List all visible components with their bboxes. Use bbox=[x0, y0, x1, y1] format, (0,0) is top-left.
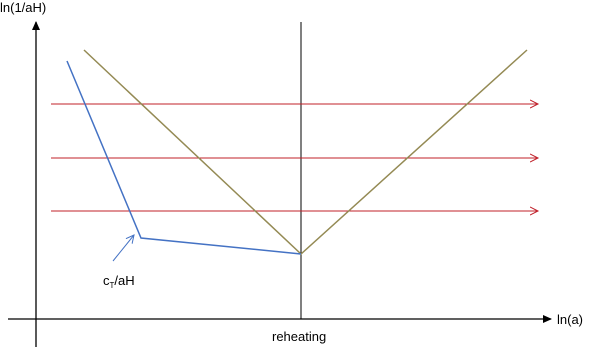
olive-curve bbox=[83, 49, 528, 256]
y-axis-label: ln(1/aH) bbox=[0, 0, 46, 15]
x-axis-label: ln(a) bbox=[557, 312, 583, 327]
reheating-label: reheating bbox=[272, 329, 326, 344]
annotation-prefix: c bbox=[103, 273, 110, 288]
annotation-arrow bbox=[112, 235, 134, 262]
annotation-subscript: T bbox=[110, 281, 115, 290]
annotation-label: cT/aH bbox=[103, 273, 135, 290]
blue-curve bbox=[66, 60, 302, 255]
annotation-suffix: /aH bbox=[114, 273, 134, 288]
